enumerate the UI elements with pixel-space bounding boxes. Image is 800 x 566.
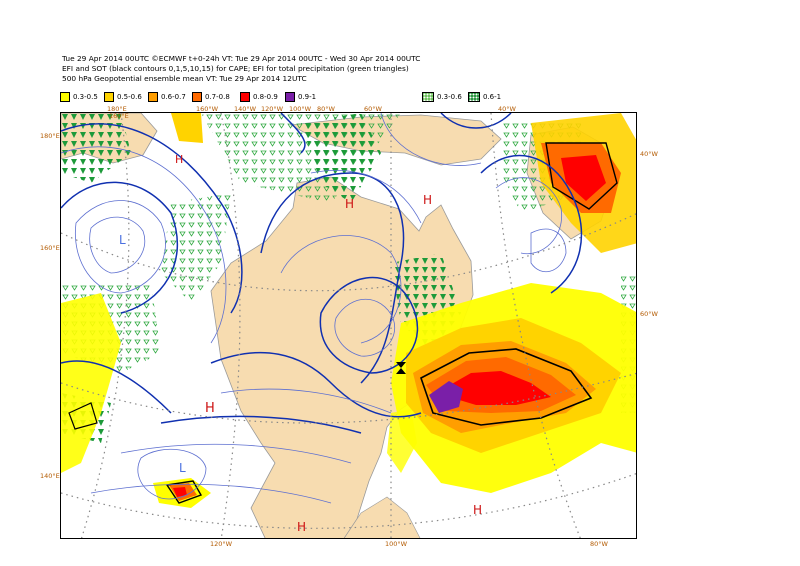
legend-label: 0.3-0.6 <box>437 93 462 101</box>
lon-label: 80°W <box>317 105 335 113</box>
weather-map: H H H H H H L L 160°E 160°E <box>60 112 637 539</box>
legend-label: 0.3-0.5 <box>73 93 98 101</box>
lat-label: 180°E <box>40 132 60 140</box>
legend-swatch <box>192 92 202 102</box>
legend-cape-3: 0.7-0.8 <box>192 91 230 103</box>
lon-label: 160°E <box>109 112 129 120</box>
legend-cape-1: 0.5-0.6 <box>104 91 142 103</box>
high-pressure-marker: H <box>205 401 215 416</box>
high-pressure-marker: H <box>473 503 483 517</box>
lat-label: 160°E <box>40 244 60 252</box>
lon-label: 120°W <box>210 540 233 548</box>
legend-precip-1: 0.6-1 <box>468 91 501 103</box>
lat-label: 60°W <box>640 310 658 318</box>
lon-label: 40°W <box>498 105 516 113</box>
map-title-line-1: Tue 29 Apr 2014 00UTC ©ECMWF t+0-24h VT:… <box>62 54 421 63</box>
high-pressure-marker: H <box>423 193 433 207</box>
legend-swatch-triangles <box>468 92 480 102</box>
cape-peak-purple <box>429 381 463 413</box>
legend-cape-4: 0.8-0.9 <box>240 91 278 103</box>
map-title-line-2: EFI and SOT (black contours 0,1,5,10,15)… <box>62 64 409 73</box>
legend-cape-0: 0.3-0.5 <box>60 91 98 103</box>
lon-label: 120°W <box>261 105 284 113</box>
legend-swatch <box>148 92 158 102</box>
legend-precip-0: 0.3-0.6 <box>422 91 462 103</box>
legend-swatch-triangles <box>422 92 434 102</box>
legend-swatch <box>285 92 295 102</box>
high-pressure-marker: H <box>297 520 307 534</box>
legend-swatch <box>104 92 114 102</box>
central-america-land <box>343 496 421 538</box>
low-pressure-marker: L <box>119 233 126 247</box>
map-title-line-3: 500 hPa Geopotential ensemble mean VT: T… <box>62 74 307 83</box>
legend-swatch <box>240 92 250 102</box>
lon-label: 60°W <box>364 105 382 113</box>
low-pressure-marker: L <box>179 461 186 475</box>
legend-swatch <box>60 92 70 102</box>
legend-label: 0.5-0.6 <box>117 93 142 101</box>
lat-label: 140°E <box>40 472 60 480</box>
lon-label: 140°W <box>234 105 257 113</box>
legend-cape-2: 0.6-0.7 <box>148 91 186 103</box>
map-canvas <box>61 113 636 538</box>
high-pressure-marker: H <box>345 197 355 211</box>
lon-label: 100°W <box>385 540 408 548</box>
legend-cape-5: 0.9-1 <box>285 91 316 103</box>
lat-label: 40°W <box>640 150 658 158</box>
legend-label: 0.9-1 <box>298 93 317 101</box>
hourglass-marker <box>396 362 406 374</box>
legend-label: 0.6-1 <box>483 93 502 101</box>
high-pressure-marker: H <box>175 153 184 166</box>
lon-label: 100°W <box>289 105 312 113</box>
legend-label: 0.8-0.9 <box>253 93 278 101</box>
lon-label: 80°W <box>590 540 608 548</box>
lon-label: 180°E <box>107 105 127 113</box>
legend-label: 0.7-0.8 <box>205 93 230 101</box>
lon-label: 160°W <box>196 105 219 113</box>
legend-label: 0.6-0.7 <box>161 93 186 101</box>
